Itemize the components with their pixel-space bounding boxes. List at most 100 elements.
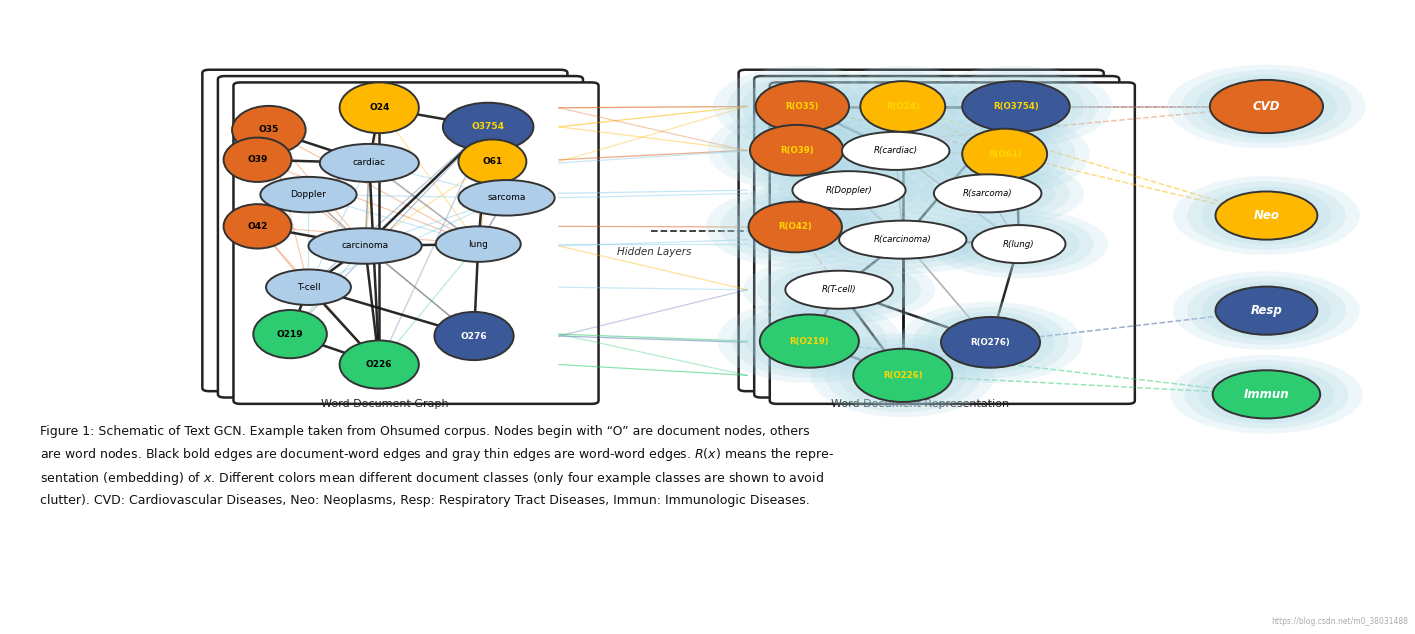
Ellipse shape [749,202,842,252]
Text: CVD: CVD [1252,100,1281,113]
Ellipse shape [1173,176,1360,255]
Ellipse shape [1170,355,1363,434]
Ellipse shape [708,110,886,191]
Text: O42: O42 [248,222,267,231]
Text: https://blog.csdn.net/m0_38031488: https://blog.csdn.net/m0_38031488 [1271,618,1408,626]
Ellipse shape [906,164,1070,223]
Ellipse shape [308,228,422,264]
Text: R(O42): R(O42) [778,223,812,231]
Ellipse shape [811,333,995,417]
Ellipse shape [934,174,1041,212]
Ellipse shape [920,169,1056,217]
Ellipse shape [1182,70,1351,143]
FancyBboxPatch shape [770,82,1135,404]
Ellipse shape [727,71,877,142]
Ellipse shape [1184,360,1348,429]
Ellipse shape [741,76,863,137]
Ellipse shape [743,256,935,324]
Ellipse shape [825,339,981,412]
Ellipse shape [941,317,1040,368]
Ellipse shape [930,210,1108,278]
Ellipse shape [760,314,859,368]
Text: R(carcinoma): R(carcinoma) [874,235,931,244]
Ellipse shape [846,76,959,137]
Text: R(sarcoma): R(sarcoma) [962,189,1013,198]
Ellipse shape [962,81,1070,132]
Ellipse shape [224,138,291,182]
Ellipse shape [962,129,1047,179]
Ellipse shape [913,307,1068,378]
Ellipse shape [1187,276,1346,345]
Ellipse shape [828,127,964,175]
Ellipse shape [778,166,920,214]
Ellipse shape [792,171,906,209]
Ellipse shape [340,340,419,389]
Text: lung: lung [468,240,488,249]
Ellipse shape [750,125,843,176]
Ellipse shape [717,299,901,383]
Ellipse shape [1213,370,1320,418]
Text: O61: O61 [483,157,502,166]
Ellipse shape [434,312,514,360]
Ellipse shape [720,191,870,262]
Ellipse shape [1187,181,1346,250]
Ellipse shape [756,81,849,132]
Text: O276: O276 [461,332,487,340]
Ellipse shape [799,117,992,185]
Ellipse shape [224,204,291,249]
Text: Document Class: Document Class [1221,399,1312,410]
Ellipse shape [948,124,1061,184]
Ellipse shape [732,304,887,378]
Text: Immun: Immun [1244,388,1289,401]
Ellipse shape [958,220,1080,268]
Ellipse shape [1173,271,1360,350]
Ellipse shape [825,216,981,264]
Ellipse shape [232,106,306,154]
Text: O219: O219 [277,330,303,339]
Ellipse shape [814,122,978,180]
Ellipse shape [458,139,526,184]
Ellipse shape [722,115,872,186]
Text: R(O61): R(O61) [988,150,1022,158]
Ellipse shape [891,159,1084,228]
Text: Word Document Graph: Word Document Graph [321,399,449,410]
Text: Hidden Layers: Hidden Layers [617,247,691,257]
Text: O39: O39 [248,155,267,164]
Ellipse shape [734,197,856,257]
Ellipse shape [1215,287,1317,335]
Ellipse shape [1167,65,1365,148]
Text: R(cardiac): R(cardiac) [873,146,918,155]
Ellipse shape [927,312,1054,373]
Ellipse shape [713,66,891,147]
Ellipse shape [340,82,419,133]
FancyBboxPatch shape [218,76,583,398]
Ellipse shape [948,76,1084,137]
Ellipse shape [260,177,357,212]
Text: R(O24): R(O24) [886,102,920,111]
Ellipse shape [458,180,555,216]
Ellipse shape [706,186,884,268]
Ellipse shape [320,144,419,182]
Ellipse shape [842,132,949,170]
Ellipse shape [764,161,934,219]
Text: O226: O226 [366,360,392,369]
Text: carcinoma: carcinoma [341,242,389,250]
Ellipse shape [1215,191,1317,240]
FancyBboxPatch shape [233,82,599,404]
Text: R(O276): R(O276) [971,338,1010,347]
Text: Figure 1: Schematic of Text GCN. Example taken from Ohsumed corpus. Nodes begin : Figure 1: Schematic of Text GCN. Example… [40,425,833,507]
Ellipse shape [436,226,521,262]
Ellipse shape [899,302,1082,383]
Text: Resp: Resp [1251,304,1282,317]
Ellipse shape [934,119,1075,190]
Ellipse shape [757,261,921,319]
Text: R(T-cell): R(T-cell) [822,285,856,294]
Ellipse shape [736,120,857,181]
Ellipse shape [797,205,1009,274]
Ellipse shape [853,349,952,402]
Ellipse shape [934,71,1098,142]
Ellipse shape [1201,186,1332,245]
Text: Word Document Representation: Word Document Representation [831,399,1009,410]
Text: R(O39): R(O39) [780,146,814,155]
Ellipse shape [920,66,1112,147]
